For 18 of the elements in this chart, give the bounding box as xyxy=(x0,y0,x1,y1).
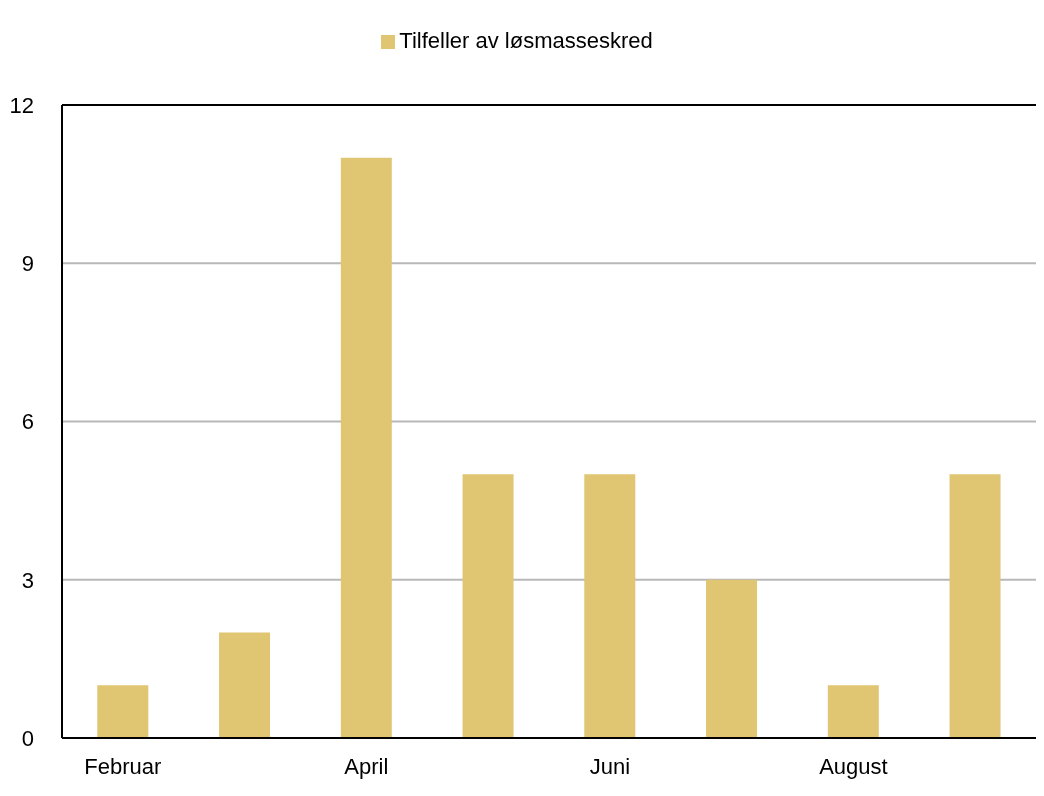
x-tick-label: Februar xyxy=(84,753,162,779)
x-tick-label: April xyxy=(344,753,389,779)
x-tick-label: Juni xyxy=(589,753,631,779)
bar xyxy=(949,474,1001,738)
bar xyxy=(827,685,879,738)
bar xyxy=(219,632,271,738)
bar xyxy=(462,474,514,738)
x-tick-label: August xyxy=(819,753,888,779)
y-tick-label: 3 xyxy=(21,567,34,593)
y-tick-label: 0 xyxy=(21,725,34,751)
y-tick-label: 9 xyxy=(21,251,34,277)
bar xyxy=(584,474,636,738)
legend-label: Tilfeller av løsmasseskred xyxy=(399,28,653,53)
y-tick-label: 6 xyxy=(21,409,34,435)
y-tick-label: 12 xyxy=(9,92,34,118)
bar xyxy=(340,157,392,738)
bar xyxy=(706,579,758,738)
bar xyxy=(97,685,149,738)
